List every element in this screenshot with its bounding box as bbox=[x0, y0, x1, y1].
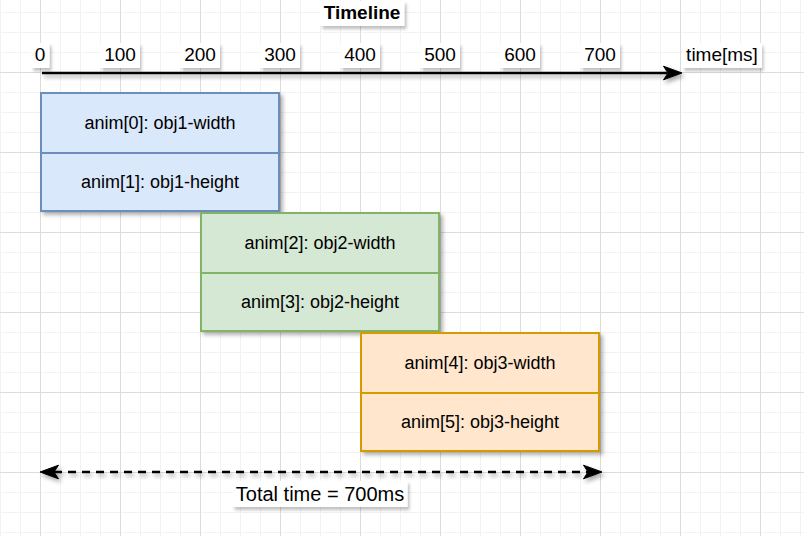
axis-tick-label[interactable]: 300 bbox=[260, 43, 300, 68]
axis-unit-label[interactable]: time[ms] bbox=[682, 43, 762, 68]
time-axis-arrow[interactable] bbox=[42, 66, 682, 80]
anim-group-obj3[interactable]: anim[4]: obj3-widthanim[5]: obj3-height bbox=[360, 332, 600, 452]
total-time-arrow[interactable] bbox=[40, 465, 602, 479]
anim-bar[interactable]: anim[3]: obj2-height bbox=[202, 272, 438, 330]
diagram-title[interactable]: Timeline bbox=[320, 1, 405, 26]
axis-tick-label[interactable]: 0 bbox=[31, 43, 50, 68]
total-time-label[interactable]: Total time = 700ms bbox=[232, 481, 408, 507]
axis-tick-label[interactable]: 500 bbox=[420, 43, 460, 68]
anim-bar[interactable]: anim[1]: obj1-height bbox=[42, 152, 278, 210]
anim-bar[interactable]: anim[2]: obj2-width bbox=[202, 214, 438, 272]
axis-tick-label[interactable]: 200 bbox=[180, 43, 220, 68]
anim-bar[interactable]: anim[0]: obj1-width bbox=[42, 94, 278, 152]
anim-group-obj1[interactable]: anim[0]: obj1-widthanim[1]: obj1-height bbox=[40, 92, 280, 212]
anim-bar[interactable]: anim[5]: obj3-height bbox=[362, 392, 598, 450]
axis-tick-label[interactable]: 400 bbox=[340, 43, 380, 68]
axis-tick-label[interactable]: 600 bbox=[500, 43, 540, 68]
anim-group-obj2[interactable]: anim[2]: obj2-widthanim[3]: obj2-height bbox=[200, 212, 440, 332]
anim-bar[interactable]: anim[4]: obj3-width bbox=[362, 334, 598, 392]
axis-tick-label[interactable]: 100 bbox=[100, 43, 140, 68]
axis-tick-label[interactable]: 700 bbox=[580, 43, 620, 68]
drawio-canvas: Timeline 0 100 200 300 400 500 600 700 time[ms]… bbox=[0, 0, 804, 536]
